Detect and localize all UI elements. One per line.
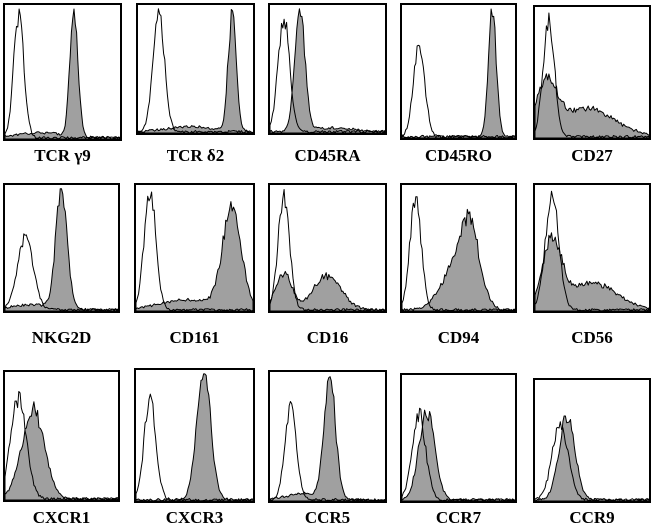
histogram-plot [268, 370, 387, 503]
plot-frame [134, 368, 255, 503]
plot-frame [400, 183, 517, 313]
histogram-plot [400, 3, 517, 140]
marker-label: CD16 [306, 328, 349, 347]
marker-label: NKG2D [31, 328, 92, 347]
stained-histogram-curve [401, 409, 516, 502]
marker-label: CCR5 [304, 508, 351, 527]
histogram-plot [533, 5, 651, 140]
histogram-plot [3, 370, 120, 502]
control-histogram-curve [269, 401, 386, 502]
control-histogram-curve [4, 233, 119, 312]
histogram-plot [400, 373, 517, 503]
plot-frame [533, 5, 651, 140]
plot-frame [268, 3, 387, 135]
control-histogram-curve [4, 8, 121, 140]
control-histogram-curve [401, 44, 516, 139]
stained-histogram-curve [4, 401, 119, 501]
plot-frame [268, 370, 387, 503]
marker-label: CD56 [571, 328, 613, 347]
plot-frame [268, 183, 387, 313]
histogram-plot [268, 183, 387, 313]
control-histogram-curve [269, 18, 386, 134]
histogram-panel [3, 3, 122, 141]
stained-histogram-curve [534, 73, 650, 139]
stained-histogram-curve [269, 376, 386, 502]
stained-histogram-curve [135, 373, 254, 502]
marker-label: CD45RA [294, 146, 361, 165]
control-histogram-curve [135, 393, 254, 502]
histogram-panel [3, 183, 120, 313]
histogram-plot [134, 183, 255, 313]
histogram-plot [136, 3, 255, 135]
control-histogram-curve [534, 190, 650, 312]
control-histogram-curve [135, 191, 254, 312]
stained-histogram-curve [135, 201, 254, 312]
histogram-panel [533, 378, 651, 503]
control-histogram-curve [534, 12, 650, 139]
histogram-plot [533, 378, 651, 503]
marker-label: CCR9 [569, 508, 615, 527]
marker-label: TCR δ2 [166, 146, 225, 165]
histogram-panel [134, 183, 255, 313]
histogram-plot [3, 183, 120, 313]
plot-frame [400, 373, 517, 503]
marker-label: CD161 [169, 328, 220, 347]
histogram-plot [533, 183, 651, 313]
stained-histogram-curve [4, 188, 119, 312]
plot-frame [3, 183, 120, 313]
plot-frame [533, 183, 651, 313]
stained-histogram-curve [534, 232, 650, 312]
marker-label: TCR γ9 [34, 146, 91, 165]
stained-histogram-curve [534, 415, 650, 502]
histogram-panel [268, 370, 387, 503]
plot-frame [134, 183, 255, 313]
plot-frame [400, 3, 517, 140]
control-histogram-curve [137, 8, 254, 134]
histogram-panel [134, 368, 255, 503]
plot-frame [533, 378, 651, 503]
stained-histogram-curve [137, 9, 254, 134]
histogram-panel [533, 183, 651, 313]
plot-frame [136, 3, 255, 135]
stained-histogram-curve [401, 8, 516, 139]
histogram-plot [268, 3, 387, 135]
control-histogram-curve [4, 391, 119, 501]
control-histogram-curve [401, 196, 516, 312]
marker-label: CCR7 [435, 508, 482, 527]
marker-label: CD94 [437, 328, 480, 347]
plot-frame [3, 370, 120, 502]
marker-label: CXCR3 [165, 508, 224, 527]
stained-histogram-curve [4, 8, 121, 140]
histogram-plot [400, 183, 517, 313]
histogram-panel [3, 370, 120, 502]
histogram-panel [268, 183, 387, 313]
histogram-panel [268, 3, 387, 135]
histogram-panel [400, 373, 517, 503]
marker-label: CD27 [571, 146, 613, 165]
control-histogram-curve [269, 189, 386, 312]
histogram-plot [3, 3, 122, 141]
control-histogram-curve [401, 407, 516, 502]
marker-label: CXCR1 [32, 508, 91, 527]
histogram-panel [400, 3, 517, 140]
histogram-plot [134, 368, 255, 503]
stained-histogram-curve [269, 270, 386, 312]
plot-frame [3, 3, 122, 141]
marker-label: CD45RO [424, 146, 493, 165]
histogram-panel [136, 3, 255, 135]
stained-histogram-curve [401, 208, 516, 312]
histogram-panel [400, 183, 517, 313]
control-histogram-curve [534, 421, 650, 502]
histogram-panel [533, 5, 651, 140]
